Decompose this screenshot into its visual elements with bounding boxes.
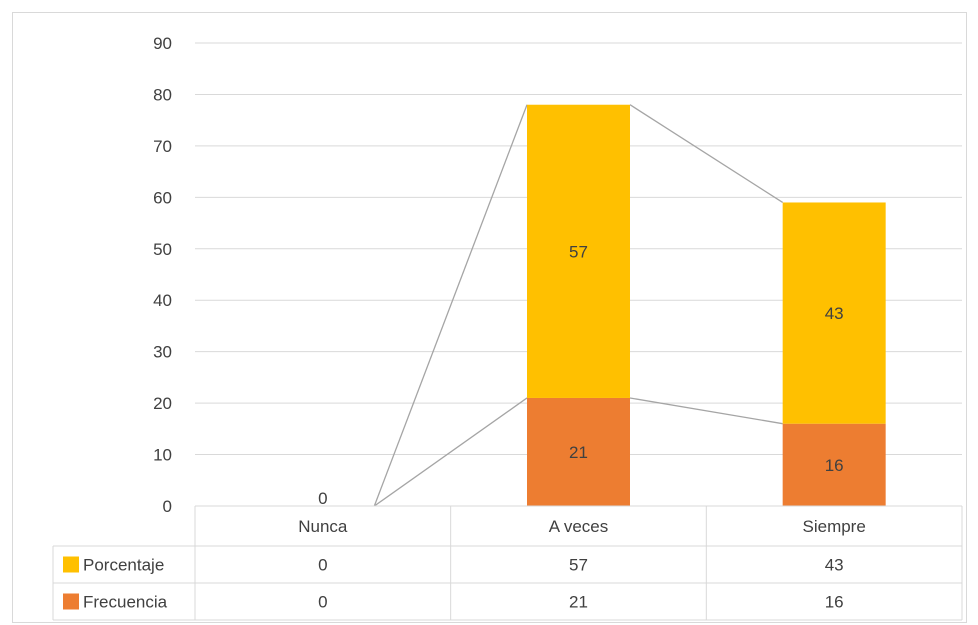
data-labels: 0 21 57 16 43 (318, 242, 844, 508)
bar-porcentaje (782, 202, 886, 424)
table-cell: 21 (569, 593, 588, 612)
table-cell: 0 (318, 593, 327, 612)
data-label: 21 (569, 443, 588, 462)
table-cell: 16 (825, 593, 844, 612)
y-tick-label: 40 (153, 291, 172, 310)
legend-label: Porcentaje (83, 556, 164, 575)
series-lines (373, 104, 784, 507)
legend-key (63, 556, 79, 573)
data-label: 57 (569, 242, 588, 261)
legend-key (63, 593, 79, 610)
y-tick-label: 20 (153, 394, 172, 413)
table-cell: 0 (318, 556, 327, 575)
bar-frecuencia (527, 397, 630, 506)
bar-frecuencia (782, 423, 886, 506)
data-table: Nunca A veces Siempre Porcentaje 0 57 43 Frecue… (52, 505, 963, 621)
y-axis: 0 10 20 30 40 50 60 70 80 90 (153, 34, 172, 516)
table-cell: 43 (825, 556, 844, 575)
y-tick-label: 10 (153, 446, 172, 465)
data-label-zero: 0 (318, 489, 327, 508)
y-tick-label: 0 (163, 497, 172, 516)
y-tick-label: 70 (153, 137, 172, 156)
x-category-label: Siempre (803, 517, 866, 536)
data-label: 43 (825, 304, 844, 323)
bar-porcentaje (527, 104, 630, 398)
series-line (373, 397, 528, 507)
y-tick-label: 90 (153, 34, 172, 53)
series-line (629, 104, 784, 204)
y-tick-label: 60 (153, 188, 172, 207)
data-label: 16 (825, 456, 844, 475)
x-category-label: A veces (549, 517, 609, 536)
y-tick-label: 80 (153, 85, 172, 104)
series-line (629, 397, 783, 425)
legend-label: Frecuencia (83, 593, 168, 612)
table-cell: 57 (569, 556, 588, 575)
x-category-label: Nunca (298, 517, 348, 536)
y-tick-label: 30 (153, 343, 172, 362)
bars (527, 104, 886, 506)
series-line (373, 104, 528, 507)
y-tick-label: 50 (153, 240, 172, 259)
